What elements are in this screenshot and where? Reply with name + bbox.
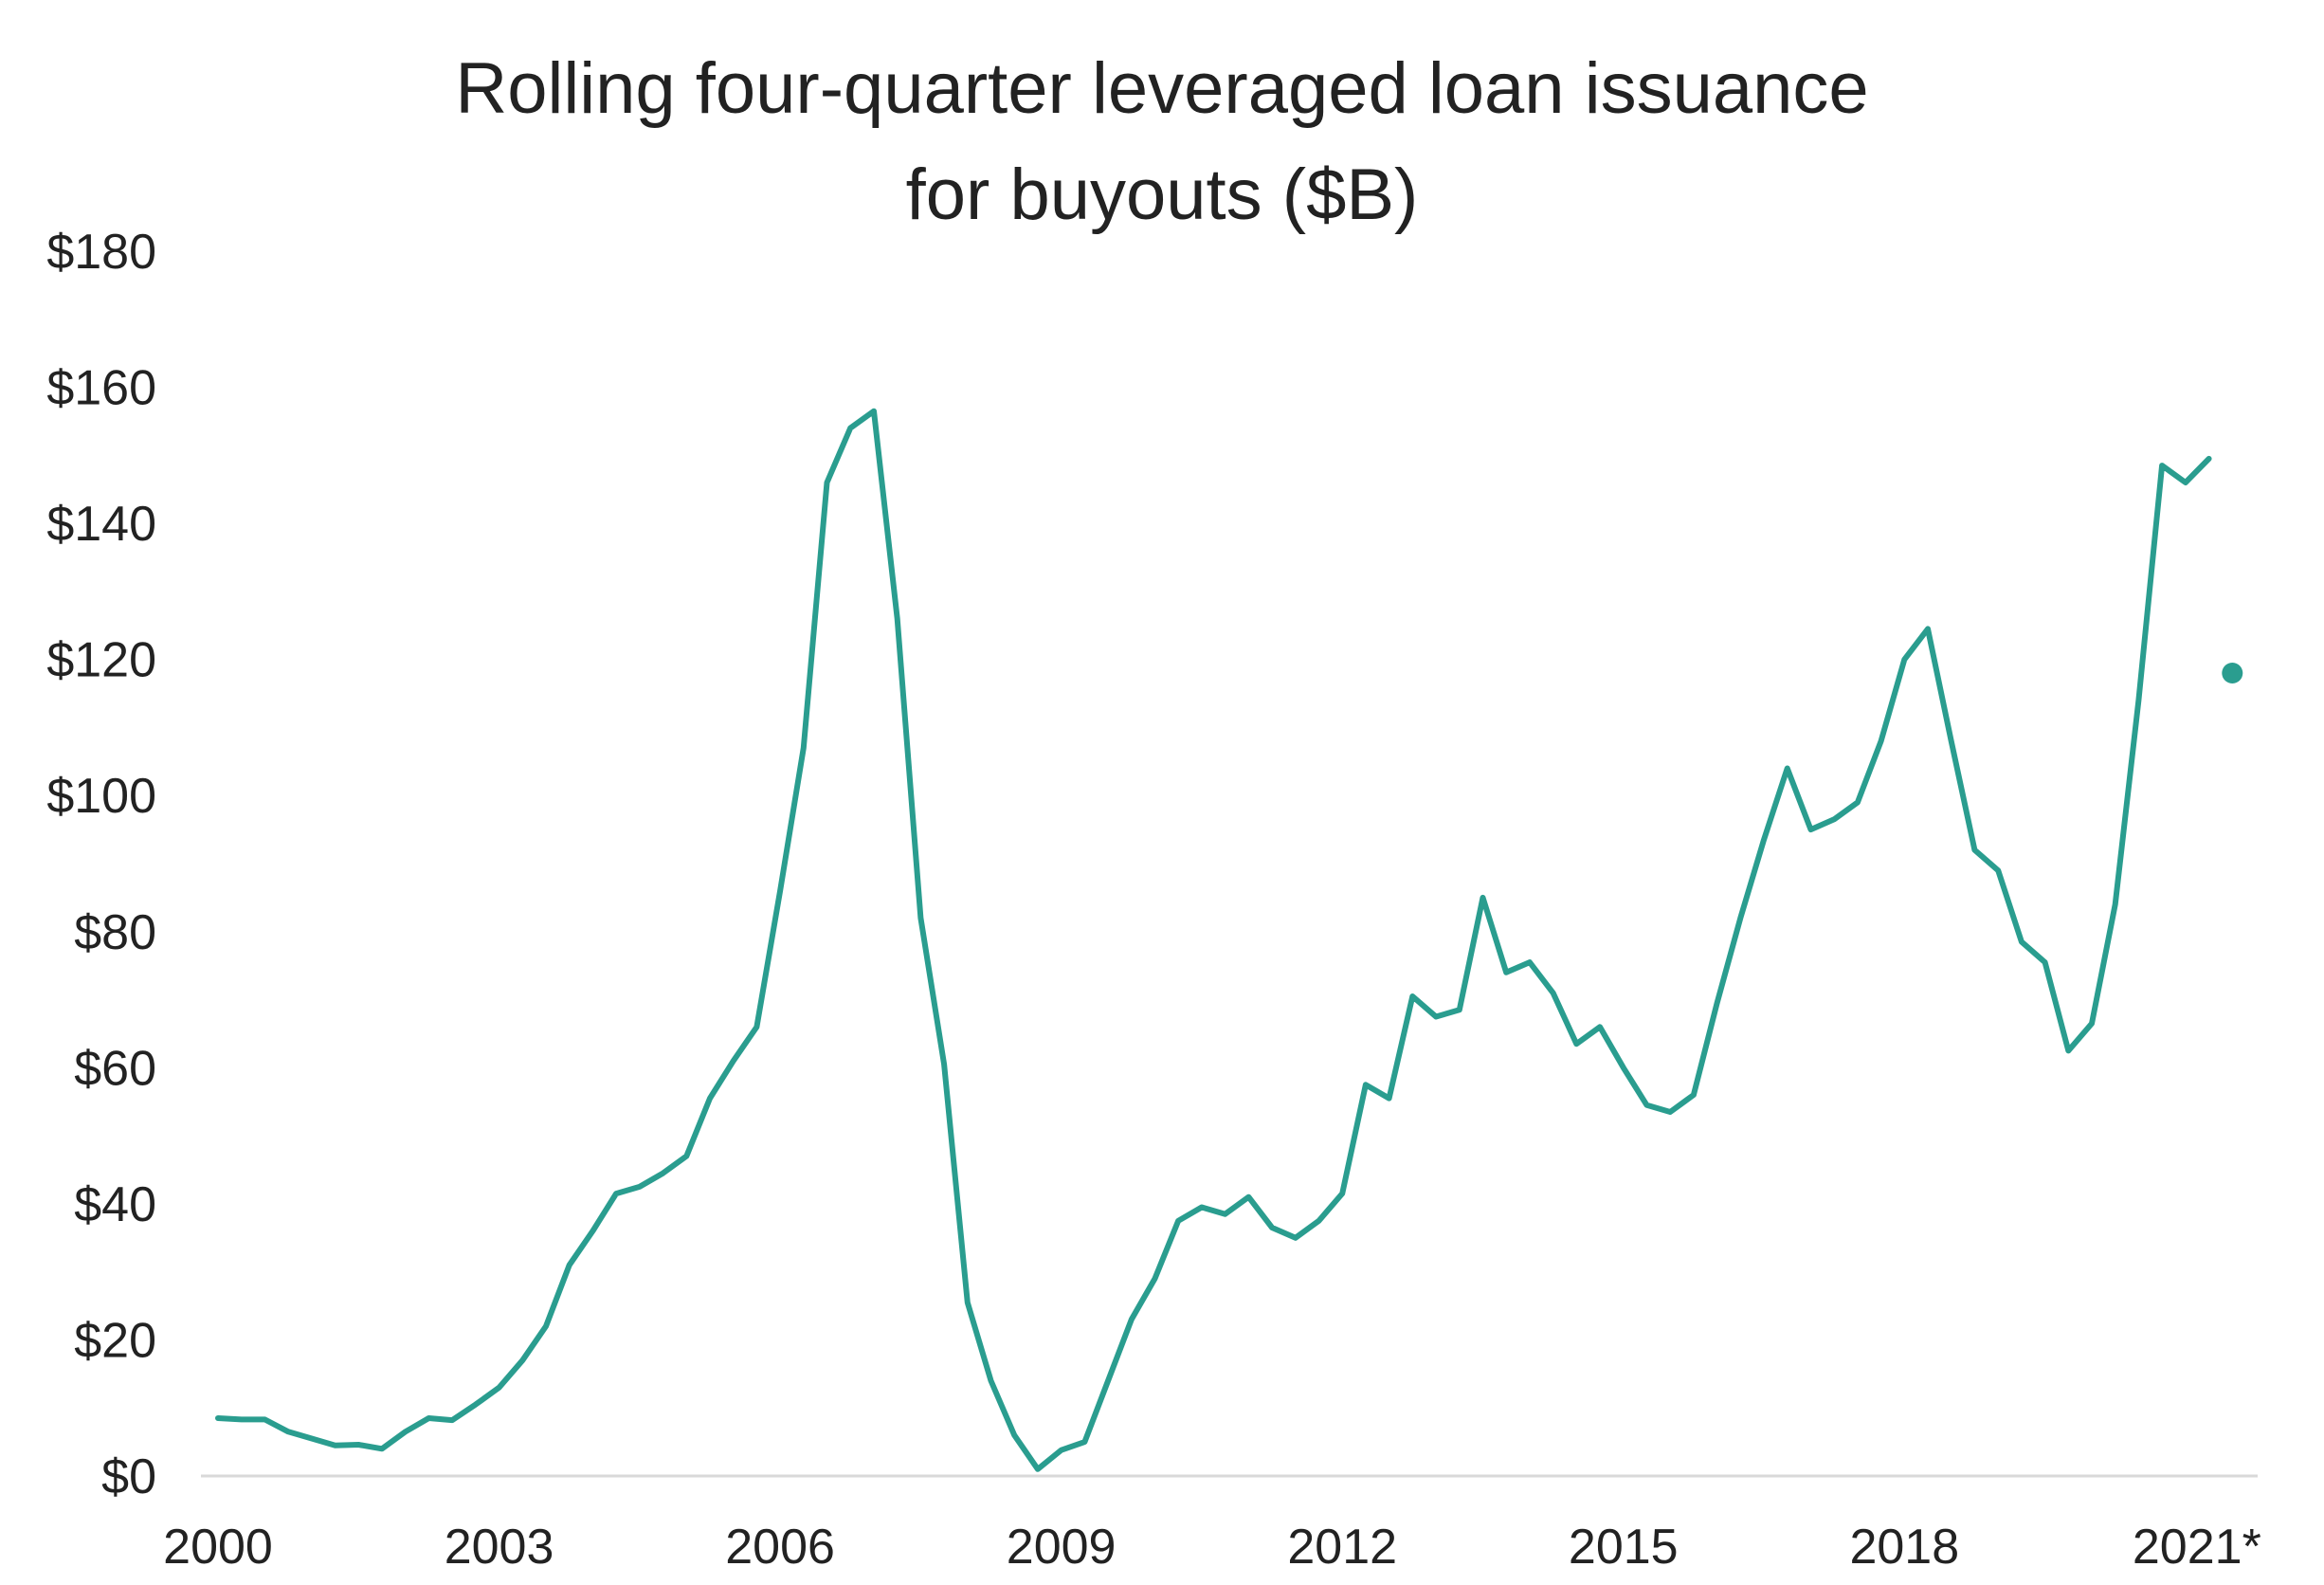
chart-title-line-1: Rolling four-quarter leveraged loan issu…: [455, 48, 1869, 129]
x-tick-label: 2006: [725, 1520, 835, 1575]
y-tick-label: $120: [46, 633, 156, 688]
x-tick-label: 2018: [1849, 1520, 1959, 1575]
x-tick-label: 2015: [1569, 1520, 1679, 1575]
x-tick-label: 2021*: [2133, 1520, 2261, 1575]
y-tick-label: $40: [74, 1177, 156, 1232]
y-tick-label: $60: [74, 1041, 156, 1096]
x-tick-label: 2009: [1007, 1520, 1117, 1575]
y-tick-label: $80: [74, 905, 156, 960]
series-layer: [215, 408, 2243, 1472]
series-line: [215, 408, 2212, 1472]
x-tick-label: 2012: [1287, 1520, 1397, 1575]
x-axis-tick-labels: 2000 2003 2006 2009 2012 2015 2018 2021*: [163, 1520, 2261, 1575]
y-tick-label: $140: [46, 497, 156, 552]
y-tick-label: $0: [101, 1449, 156, 1504]
x-tick-label: 2003: [445, 1520, 554, 1575]
y-tick-label: $20: [74, 1313, 156, 1368]
y-tick-label: $180: [46, 225, 156, 280]
chart-title-line-2: for buyouts ($B): [905, 155, 1419, 235]
y-tick-label: $160: [46, 361, 156, 416]
annotation-point: [2222, 663, 2243, 684]
x-tick-label: 2000: [163, 1520, 273, 1575]
y-tick-label: $100: [46, 769, 156, 824]
y-axis-tick-labels: $0 $20 $40 $60 $80 $100 $120 $140 $160 $180: [46, 225, 156, 1504]
